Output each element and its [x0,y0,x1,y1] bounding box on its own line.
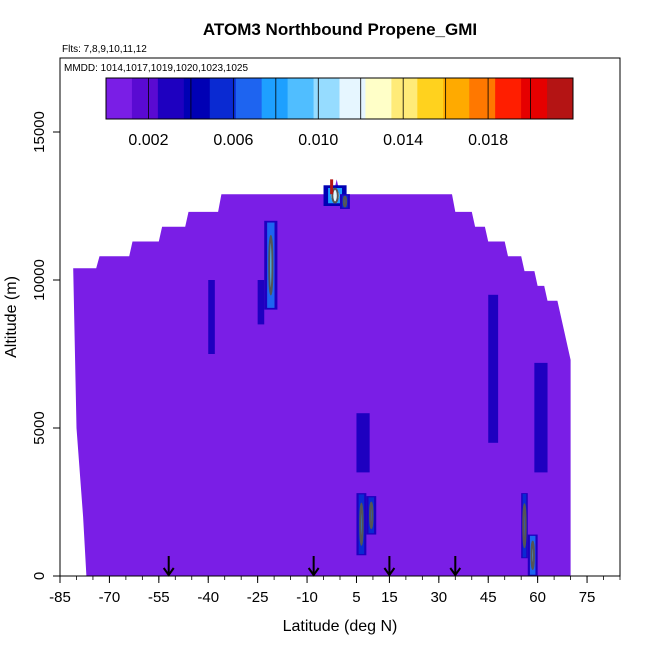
y-tick-label: 5000 [31,411,48,444]
feature-cell [257,280,265,325]
x-axis: -85 -70 -55 -40 -25 -10 5 15 30 45 60 75 [49,576,621,606]
colorbar-swatch [106,78,133,119]
flight-marker-arrow [307,556,320,577]
contour-line [268,234,274,296]
x-tick-label: 60 [529,589,546,606]
colorbar-swatch [365,78,392,119]
x-tick-label: 15 [381,589,398,606]
colorbar-swatch [209,78,237,119]
contour-line [331,187,339,204]
y-axis: 0 5000 10000 15000 [31,111,60,580]
colorbar-tick-label: 0.010 [298,132,338,149]
feature-cell [208,280,215,354]
feature-cell [534,362,548,473]
dates-label: MMDD: 1014,1017,1019,1020,1023,1025 [64,63,248,74]
contour-line [530,540,535,570]
colorbar-swatch [443,78,470,119]
y-tick-label: 15000 [31,111,48,153]
y-tick-label: 0 [31,572,48,580]
colorbar-tick-label: 0.018 [468,132,508,149]
x-tick-label: 30 [430,589,447,606]
colorbar-swatch [313,78,340,119]
x-tick-label: -70 [99,589,121,606]
x-tick-label: 5 [352,589,360,606]
coverage-region [73,179,571,576]
chart-title: ATOM3 Northbound Propene_GMI [203,20,477,39]
colorbar-swatch [547,78,574,119]
colorbar-frame [105,77,574,120]
colorbar-swatch [417,78,444,119]
heatmap-cells [73,179,571,576]
colorbar-tick-label: 0.014 [383,132,423,149]
colorbar-swatch [157,78,185,119]
x-tick-label: -40 [197,589,219,606]
y-axis-label: Altitude (m) [3,276,20,358]
colorbar-swatch [131,78,159,119]
x-tick-label: -85 [49,589,71,606]
flight-marker-arrow [383,556,396,577]
colorbar-swatch [391,78,418,119]
flight-markers [162,556,462,577]
enhanced-features [208,179,548,576]
y-tick-label: 10000 [31,259,48,301]
feature-cell [356,413,370,473]
contour-line [359,502,364,546]
colorbar-swatch [521,78,548,119]
contour-line [522,503,527,549]
colorbar-swatch [469,78,496,119]
flight-marker-arrow [162,556,175,577]
contour-line [342,195,348,208]
colorbar-tick-label: 0.006 [213,132,253,149]
x-axis-label: Latitude (deg N) [283,618,398,635]
colorbar-swatch [495,78,522,119]
colorbar: 0.002 0.006 0.010 0.014 0.018 [105,77,574,149]
colorbar-swatch [261,78,289,119]
colorbar-swatch [339,78,366,119]
x-tick-label: 75 [579,589,596,606]
colorbar-swatch [235,78,263,119]
colorbar-swatch [287,78,315,119]
x-tick-label: -55 [148,589,170,606]
x-tick-label: -25 [247,589,269,606]
colorbar-swatch [183,78,211,119]
x-tick-label: -10 [296,589,318,606]
contour-line [369,501,374,530]
colorbar-tick-label: 0.002 [128,132,168,149]
flights-label: Flts: 7,8,9,10,11,12 [62,44,147,55]
feature-cell [488,294,499,443]
x-tick-label: 45 [480,589,497,606]
flight-marker-arrow [449,556,462,577]
feature-peak [330,179,334,195]
